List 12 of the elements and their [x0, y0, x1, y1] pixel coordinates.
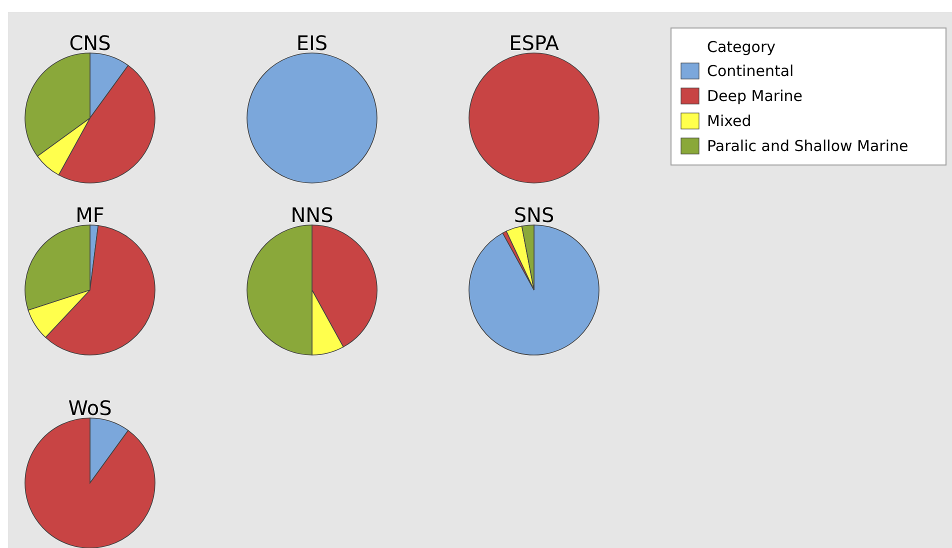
legend-label: Mixed [707, 112, 752, 130]
slice-label: SNS [514, 203, 554, 227]
slice-label: ESPA [509, 31, 560, 55]
slice-label: EIS [296, 31, 328, 55]
slice-label: WoS [68, 396, 112, 420]
legend-label: Deep Marine [707, 87, 803, 105]
slice-label: MF [76, 203, 104, 227]
slice-label: CNS [69, 31, 111, 55]
slice-label: NNS [290, 203, 334, 227]
legend-label: Continental [707, 62, 794, 80]
legend-label: Paralic and Shallow Marine [707, 137, 908, 155]
legend-title: Category [707, 38, 776, 56]
